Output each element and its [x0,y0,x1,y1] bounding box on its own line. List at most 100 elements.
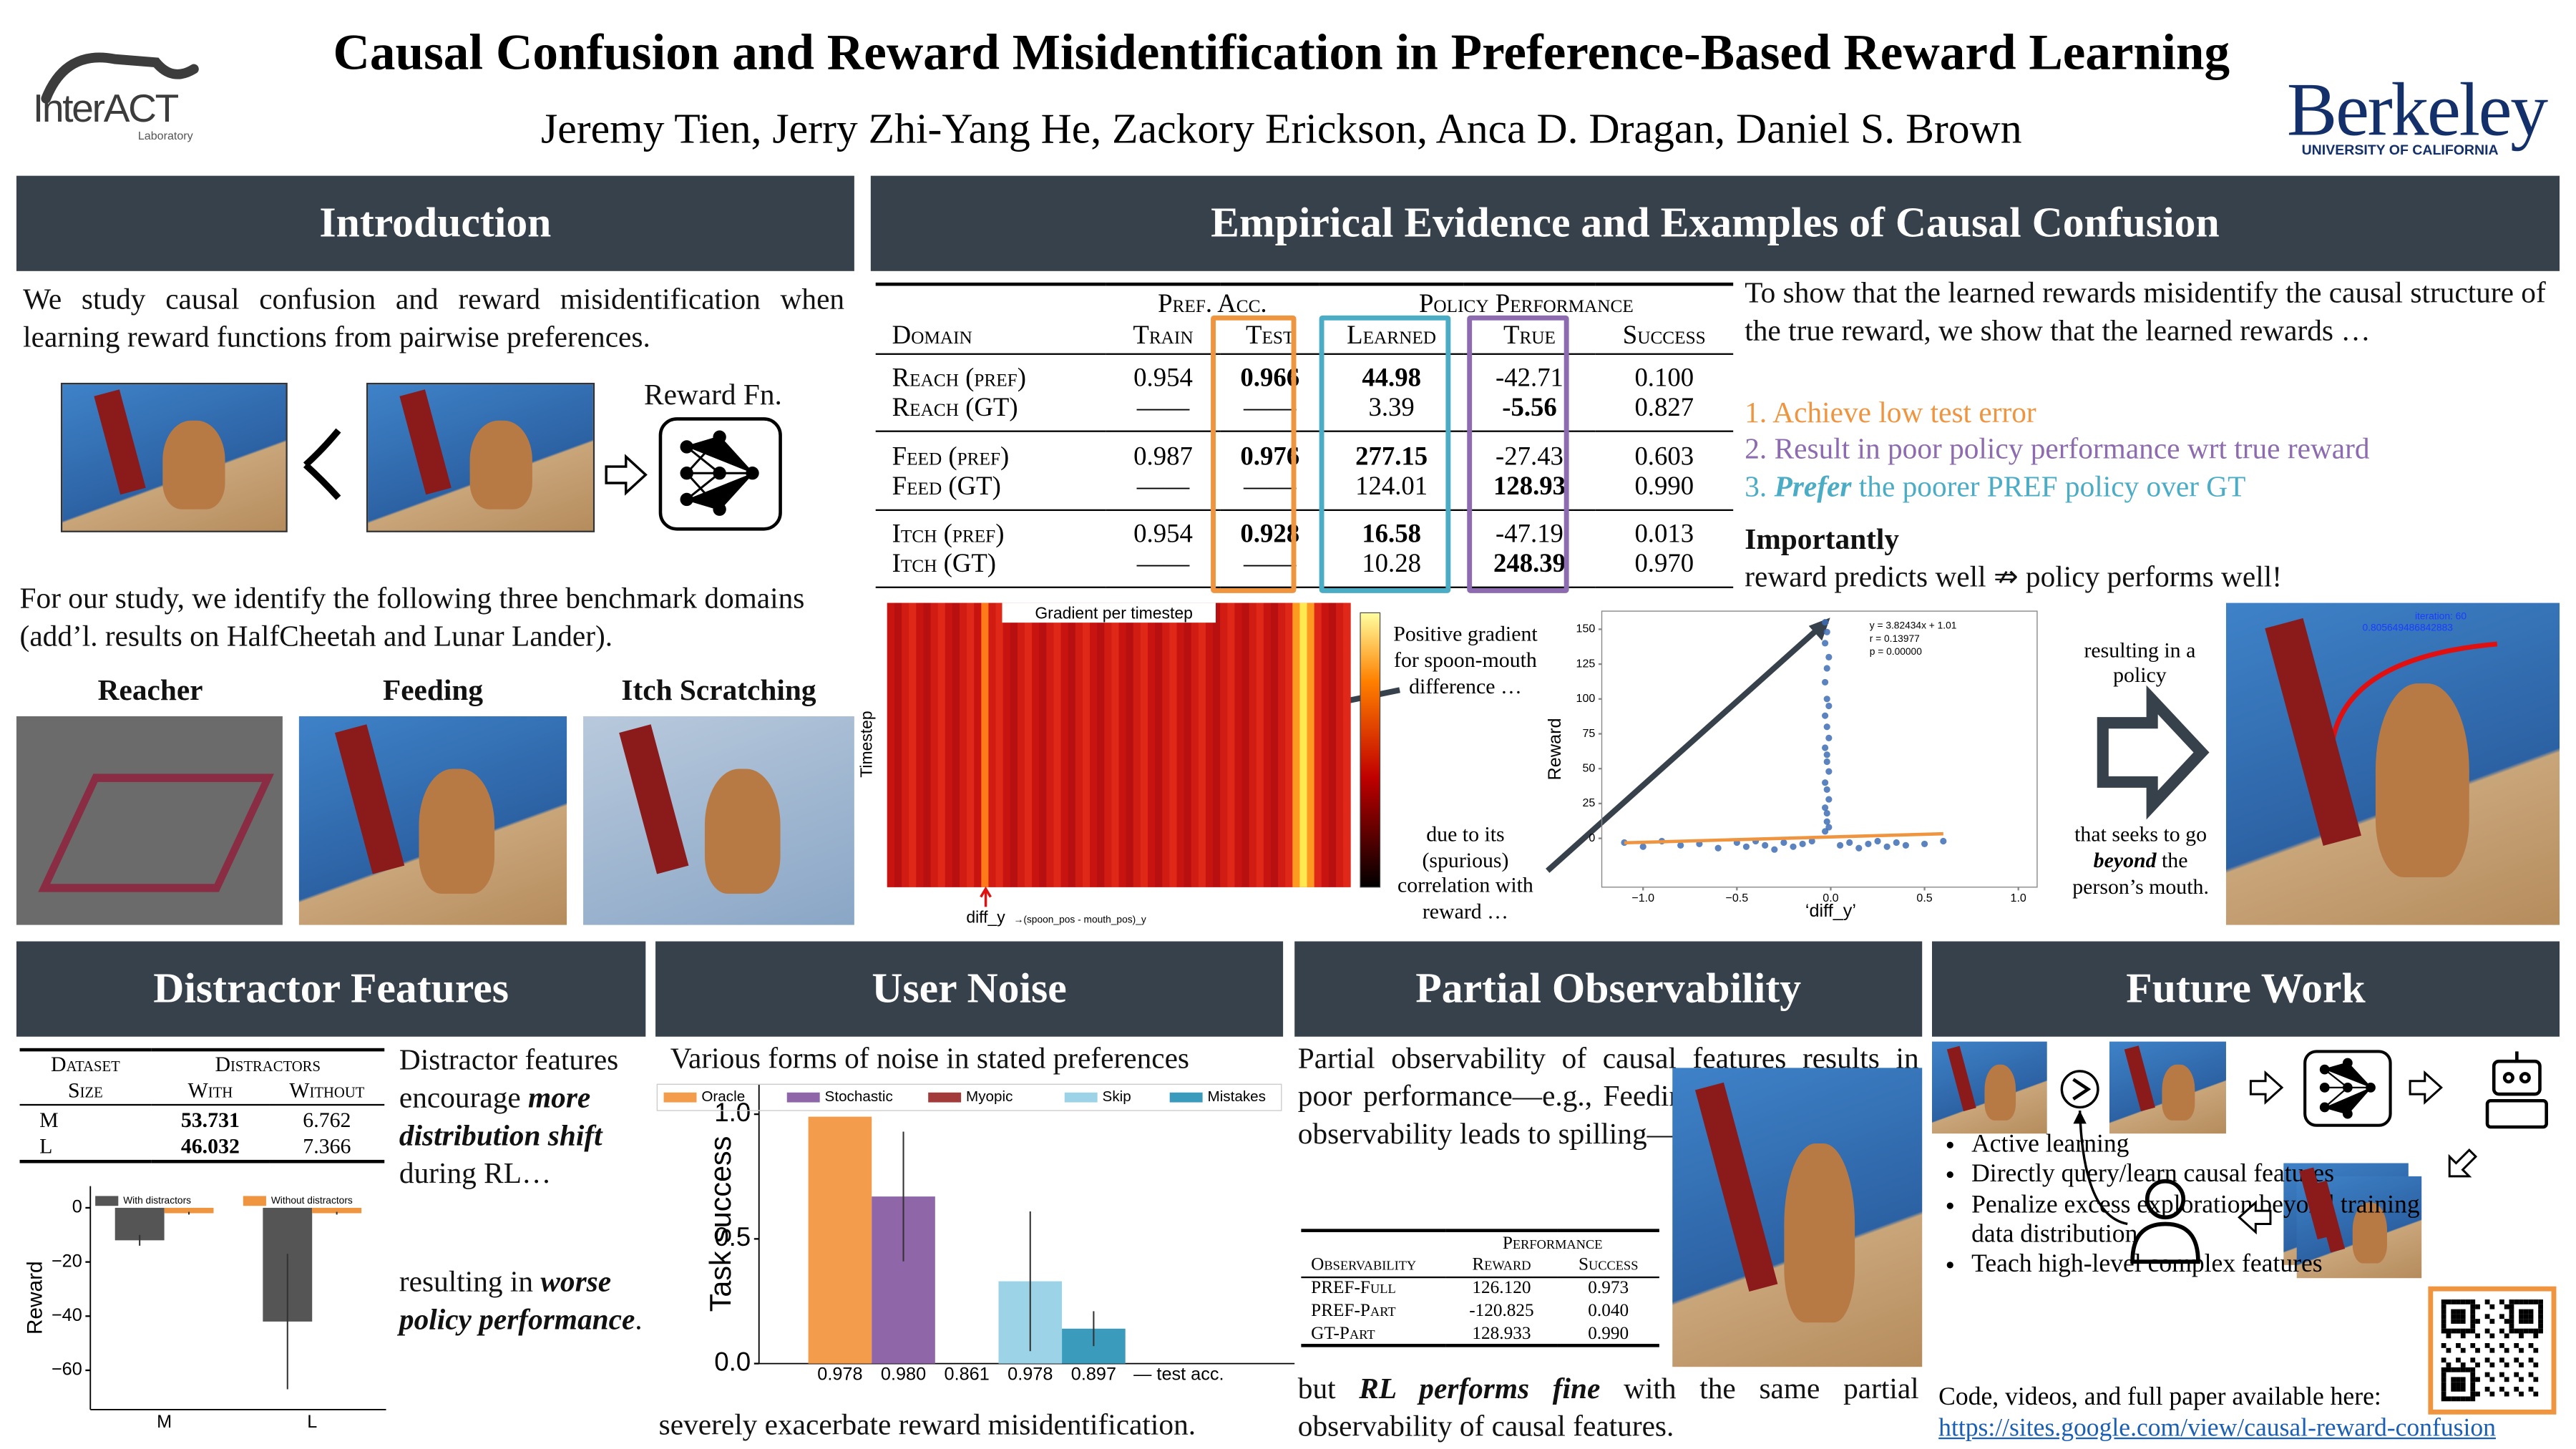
paragraph: We study causal confusion and reward mis… [23,282,845,353]
qr-module [2484,1299,2490,1304]
table-cell: 124.01 [1355,472,1428,501]
point [1790,843,1797,850]
qr-module [2451,1386,2457,1392]
qr-module [2504,1362,2509,1367]
heatmap-column [1068,602,1076,887]
qr-module [2456,1377,2461,1382]
point [1742,843,1750,850]
legend-swatch [95,1196,119,1206]
table-cell: 44.98 [1362,364,1421,393]
table-cell: GT-Part [1311,1323,1375,1343]
list-item: 2. Result in poor policy performance wrt… [1745,431,2370,465]
qr-module [2519,1319,2524,1324]
qr-module [2484,1314,2490,1319]
qr-module [2475,1347,2480,1353]
qr-module [2456,1386,2461,1392]
text: Prefer [1774,469,1852,503]
text: but [1297,1372,1360,1405]
qr-module [2528,1299,2534,1304]
y-tick-label: 1.0 [714,1098,751,1127]
authors: Jeremy Tien, Jerry Zhi-Yang He, Zackory … [541,104,2022,153]
qr-module [2533,1299,2539,1304]
qr-module [2441,1382,2446,1387]
heatmap-column [967,602,975,887]
qr-module [2451,1367,2457,1372]
qr-module [2460,1362,2466,1367]
qr-module [2441,1309,2446,1314]
legend-swatch [663,1092,697,1103]
table-header: With [187,1078,233,1103]
point [1940,837,1947,845]
heatmap-column [1010,602,1018,887]
qr-module [2499,1357,2504,1363]
y-tick-label: 0.0 [714,1347,751,1376]
test-acc-label: 0.980 [881,1364,926,1384]
table-cell: —— [1136,472,1190,501]
table-cell: —— [1136,394,1190,423]
qr-module [2533,1333,2539,1339]
qr-module [2533,1347,2539,1353]
qr-module [2441,1343,2446,1348]
heatmap-column [1263,602,1272,887]
point [1825,796,1833,803]
heatmap-column [995,602,1004,887]
qr-module [2509,1304,2514,1309]
list: Active learningDirectly query/learn caus… [1938,1131,2448,1281]
qr-module [2470,1391,2476,1397]
table-cell: 6.762 [303,1106,351,1131]
qr-module [2456,1367,2461,1372]
stats-text: r = 0.13977 [1870,633,1920,644]
arrow-head [2073,1111,2087,1124]
pointer-arrow [1546,618,1829,873]
network-icon [2303,1050,2392,1127]
test-acc-caption: — test acc. [1133,1364,1224,1384]
qr-module [2489,1362,2495,1367]
qr-module [2460,1367,2466,1372]
table-cell: 10.28 [1362,550,1421,579]
qr-module [2451,1396,2457,1402]
link[interactable]: https://sites.google.com/view/causal-rew… [1938,1414,2496,1443]
qr-module [2533,1328,2539,1334]
paragraph: To show that the learned rewards misiden… [1745,275,2546,346]
test-acc-label: 0.861 [945,1364,990,1384]
univ-logo: Berkeley [2286,67,2548,152]
highlight-box [1211,315,1297,593]
bar [312,1207,362,1214]
legend-swatch [1169,1092,1203,1103]
table-header: Performance [1502,1233,1603,1253]
text: with the same partial observability of c… [1297,1372,1919,1443]
qr-module [2441,1299,2446,1304]
image [2109,1041,2226,1134]
qr-module [2446,1396,2451,1402]
qr-module [2446,1328,2451,1334]
qr-module [2533,1362,2539,1367]
table-cell: 0.976 [1240,442,1300,471]
qr-code [2441,1299,2543,1402]
x-tick-label: −0.5 [1725,892,1748,904]
table-cell: Itch (pref) [892,520,1005,549]
qr-module [2470,1396,2476,1402]
red-arrow [980,886,992,907]
section-heading: Empirical Evidence and Examples of Causa… [870,175,2560,271]
qr-module [2519,1333,2524,1339]
qr-module [2538,1323,2543,1329]
arrow [2448,1148,2478,1178]
table-cell: 0.954 [1133,520,1193,549]
table-cell: 0.013 [1634,520,1694,549]
qr-module [2519,1314,2524,1319]
qr-module [2460,1299,2466,1304]
qr-module [2441,1391,2446,1397]
table-row: Reach (GT) —— —— 3.39 -5.56 0.827 [875,394,1734,431]
qr-module [2441,1377,2446,1382]
paragraph: Distractor features encourage more distr… [399,1042,645,1193]
prefer-icon [2060,1070,2099,1109]
point [1808,837,1815,845]
heatmap-column [1126,602,1134,887]
plot-frame [1601,610,2038,888]
legend-frame [656,1083,1282,1111]
table-cell: —— [1244,394,1297,423]
qr-module [2441,1386,2446,1392]
paragraph: For our study, we identify the following… [19,581,805,653]
qr-module [2484,1372,2490,1377]
qr-module [2499,1314,2504,1319]
